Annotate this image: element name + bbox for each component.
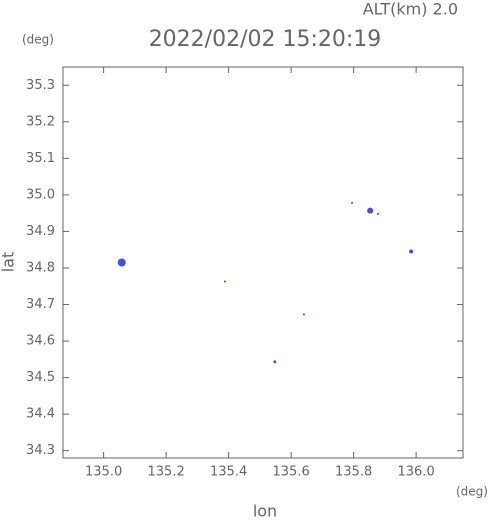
x-axis-label: lon [253, 502, 277, 521]
point [351, 201, 354, 204]
y-tick-label: 34.5 [26, 370, 55, 385]
point [409, 249, 414, 254]
point [302, 313, 305, 316]
y-tick-label: 34.6 [26, 334, 55, 349]
y-tick-label: 34.8 [26, 260, 55, 275]
subtitle: ALT(km) 2.0 [363, 0, 458, 19]
y-tick-label: 35.2 [26, 114, 55, 129]
x-tick-label: 135.6 [273, 465, 310, 480]
x-tick-label: 135.2 [148, 465, 185, 480]
y-axis-label: lat [0, 252, 18, 273]
y-tick-label: 34.4 [26, 407, 55, 422]
y-tick-label: 35.3 [26, 78, 55, 93]
y-unit: (deg) [22, 33, 54, 47]
x-tick-label: 136.0 [398, 465, 435, 480]
x-tick-label: 135.0 [85, 465, 122, 480]
x-tick-label: 135.4 [210, 465, 247, 480]
point [367, 207, 374, 214]
x-unit: (deg) [456, 485, 488, 499]
y-tick-label: 34.9 [26, 224, 55, 239]
chart-title: 2022/02/02 15:20:19 [149, 27, 382, 52]
x-tick-label: 135.8 [335, 465, 372, 480]
point [273, 360, 277, 364]
y-tick-label: 35.1 [26, 151, 55, 166]
y-tick-label: 34.3 [26, 443, 55, 458]
plot-frame [62, 66, 464, 459]
point [377, 212, 379, 215]
point [117, 258, 126, 267]
point [223, 280, 226, 283]
y-tick-label: 34.7 [26, 297, 55, 312]
y-tick-label: 35.0 [26, 187, 55, 202]
